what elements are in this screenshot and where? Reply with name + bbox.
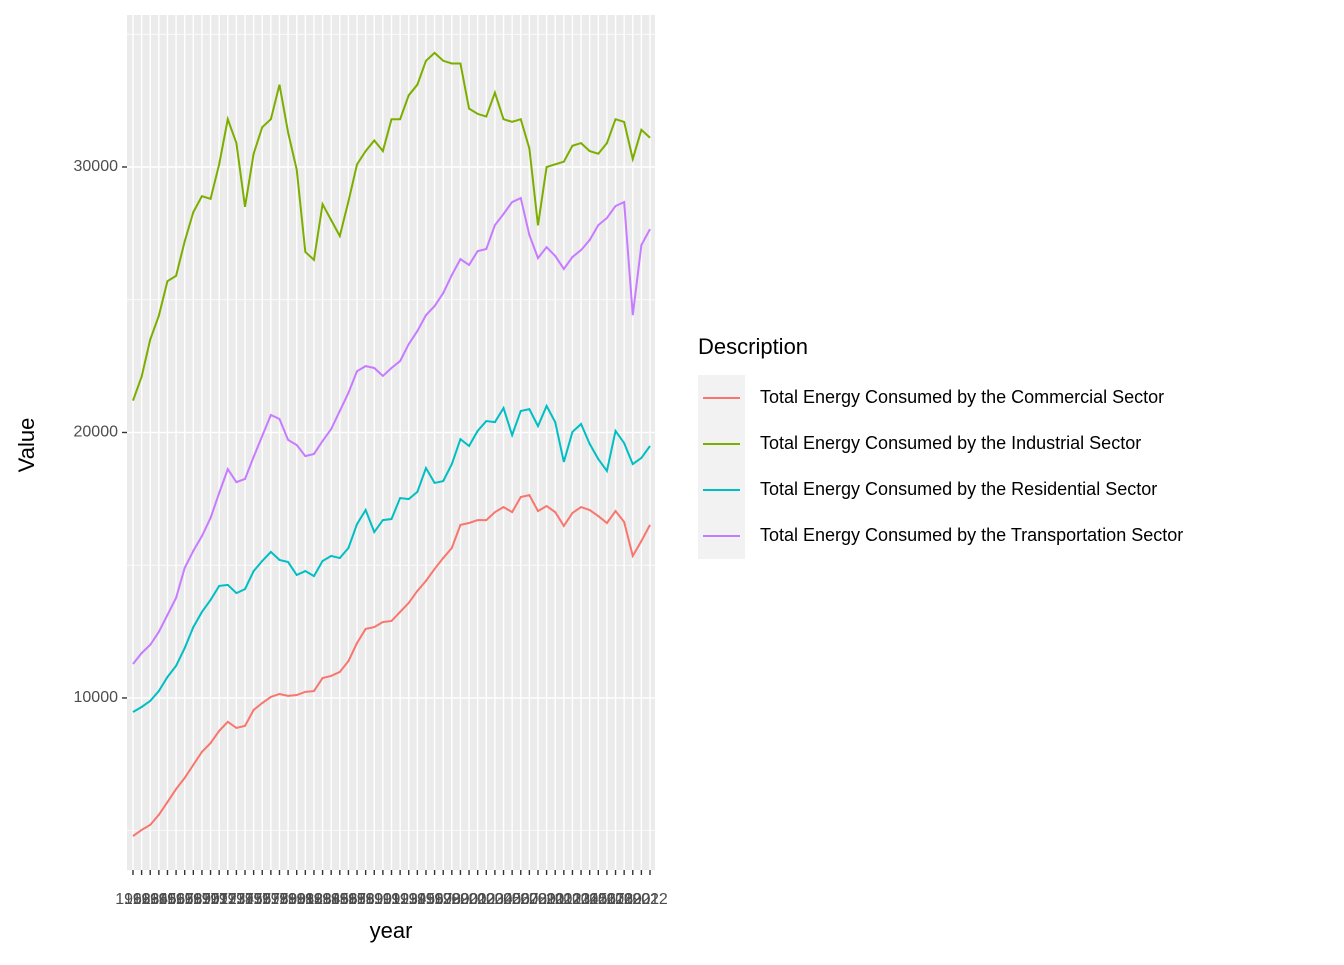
series-line: [132, 51, 651, 401]
x-tick-label: 1971: [193, 891, 229, 908]
series-line: [132, 196, 651, 665]
legend-title: Description: [698, 334, 808, 359]
x-tick-label: 1996: [408, 891, 444, 908]
x-tick-label: 1999: [434, 891, 470, 908]
series-line: [132, 403, 651, 713]
legend-label: Total Energy Consumed by the Commercial …: [760, 387, 1164, 407]
series-line: [132, 493, 651, 837]
x-tick-label: 2007: [503, 891, 539, 908]
x-tick-label: 1988: [339, 891, 375, 908]
x-tick-label: 1979: [262, 891, 298, 908]
x-tick-label: 1962: [115, 891, 151, 908]
x-tick-label: 1963: [124, 891, 160, 908]
x-tick-label: 1969: [176, 891, 212, 908]
x-tick-label: 1977: [244, 891, 280, 908]
x-tick-label: 1972: [201, 891, 237, 908]
x-tick-label: 1966: [150, 891, 186, 908]
x-tick-label: 2011: [538, 891, 573, 908]
legend-label: Total Energy Consumed by the Residential…: [760, 479, 1157, 499]
x-tick-label: 2008: [512, 891, 548, 908]
x-tick-label: 1967: [158, 891, 194, 908]
x-tick-label: 1980: [270, 891, 306, 908]
x-tick-label: 1984: [305, 891, 341, 908]
x-tick-label: 2012: [546, 891, 582, 908]
x-tick-label: 1985: [313, 891, 349, 908]
x-tick-label: 1976: [236, 891, 272, 908]
x-tick-label: 2013: [555, 891, 591, 908]
x-tick-label: 1997: [417, 891, 453, 908]
x-tick-label: 1970: [184, 891, 220, 908]
y-axis-title: Value: [14, 418, 39, 473]
legend-label: Total Energy Consumed by the Transportat…: [760, 525, 1183, 545]
x-tick-label: 1998: [425, 891, 461, 908]
x-tick-label: 2006: [494, 891, 530, 908]
x-tick-label: 2016: [581, 891, 617, 908]
x-tick-label: 1995: [400, 891, 436, 908]
x-tick-label: 2014: [563, 891, 599, 908]
x-tick-label: 2003: [468, 891, 504, 908]
x-tick-label: 1986: [322, 891, 358, 908]
x-tick-label: 1981: [279, 891, 315, 908]
x-tick-label: 2021: [624, 891, 660, 908]
x-tick-label: 2018: [598, 891, 634, 908]
x-tick-label: 2009: [520, 891, 556, 908]
x-tick-label: 1964: [132, 891, 168, 908]
x-tick-label: 1987: [331, 891, 367, 908]
x-tick-label: 1973: [210, 891, 246, 908]
x-tick-label: 2004: [477, 891, 513, 908]
x-tick-label: 2005: [486, 891, 522, 908]
x-tick-label: 2010: [529, 891, 565, 908]
x-axis-title: year: [370, 918, 413, 943]
legend-label: Total Energy Consumed by the Industrial …: [760, 433, 1141, 453]
x-tick-label: 2015: [572, 891, 608, 908]
x-tick-label: 2022: [632, 891, 668, 908]
x-tick-label: 2020: [615, 891, 651, 908]
x-tick-label: 1965: [141, 891, 177, 908]
legend-key-background: [698, 375, 745, 559]
x-tick-label: 1968: [167, 891, 203, 908]
y-tick-label: 30000: [74, 158, 119, 175]
x-tick-label: 1993: [382, 891, 418, 908]
x-tick-label: 1974: [219, 891, 255, 908]
x-tick-label: 1982: [288, 891, 324, 908]
x-tick-label: 1978: [253, 891, 289, 908]
x-tick-label: 2017: [589, 891, 625, 908]
x-tick-label: 1983: [296, 891, 332, 908]
x-tick-label: 1991: [365, 891, 401, 908]
x-tick-label: 1994: [391, 891, 427, 908]
x-tick-label: 1992: [374, 891, 410, 908]
x-tick-label: 1975: [227, 891, 263, 908]
y-tick-label: 20000: [74, 424, 119, 441]
x-tick-label: 1990: [356, 891, 392, 908]
x-tick-label: 2002: [460, 891, 496, 908]
x-tick-label: 1989: [348, 891, 384, 908]
x-tick-label: 2019: [606, 891, 642, 908]
x-tick-label: 2001: [451, 891, 487, 908]
y-tick-label: 10000: [74, 689, 119, 706]
x-tick-label: 2000: [443, 891, 479, 908]
